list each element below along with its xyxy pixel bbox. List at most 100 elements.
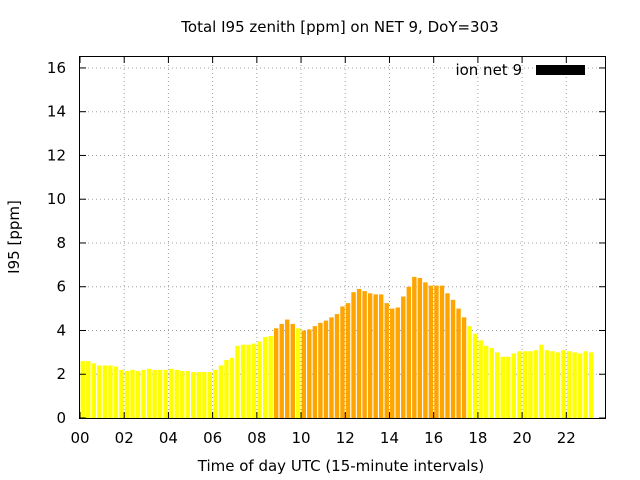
x-tick-label: 04: [159, 429, 178, 447]
y-tick-label: 10: [47, 190, 66, 208]
bar: [439, 285, 445, 418]
bar: [588, 352, 594, 418]
bar: [566, 351, 572, 418]
bar: [340, 306, 345, 418]
bar: [168, 368, 174, 418]
x-axis-label: Time of day UTC (15-minute intervals): [197, 457, 484, 475]
bar: [384, 303, 389, 418]
bar: [577, 353, 583, 418]
x-tick-label: 16: [424, 429, 443, 447]
bar: [246, 344, 251, 418]
bar: [495, 352, 500, 418]
bar: [434, 285, 439, 418]
bar: [191, 372, 196, 418]
bar: [273, 328, 279, 418]
bar: [285, 319, 290, 418]
x-tick-label: 18: [468, 429, 487, 447]
bar: [539, 344, 544, 418]
bar: [345, 303, 351, 418]
bar: [202, 372, 207, 418]
bar: [185, 370, 190, 418]
legend-label: ion net 9: [455, 61, 522, 79]
bar: [417, 277, 423, 418]
bar: [583, 351, 588, 418]
bar: [218, 365, 224, 418]
bar: [130, 369, 135, 418]
bar: [472, 333, 478, 418]
y-tick-label: 12: [47, 146, 66, 164]
bar: [224, 360, 229, 418]
bar: [102, 365, 108, 418]
bar: [91, 363, 97, 418]
x-tick-label: 06: [203, 429, 222, 447]
bar: [307, 329, 312, 418]
bar: [428, 285, 434, 418]
bar: [196, 372, 202, 418]
bar: [329, 317, 334, 418]
bar: [152, 369, 157, 418]
bar: [373, 294, 378, 418]
bar: [257, 341, 262, 418]
bar: [412, 276, 417, 418]
bar: [119, 369, 124, 418]
bar: [544, 350, 550, 418]
bar: [323, 320, 329, 418]
bar: [572, 352, 577, 418]
bar: [213, 369, 218, 418]
bar: [318, 322, 323, 418]
bar: [97, 365, 102, 418]
bar: [312, 326, 318, 418]
bar: [146, 368, 152, 418]
bar: [108, 365, 113, 418]
y-tick-label: 14: [47, 103, 66, 121]
bar: [456, 308, 461, 418]
bar: [141, 369, 146, 418]
bar: [378, 294, 384, 418]
chart-title: Total I95 zenith [ppm] on NET 9, DoY=303: [180, 18, 498, 36]
bar: [555, 352, 561, 418]
bar: [262, 337, 268, 418]
bar: [423, 282, 428, 418]
bar: [533, 350, 539, 418]
bar: [506, 356, 511, 418]
bar: [296, 328, 301, 418]
bar: [550, 351, 555, 418]
x-tick-label: 02: [115, 429, 134, 447]
y-tick-label: 8: [56, 234, 66, 252]
legend: ion net 9: [455, 61, 585, 79]
bar: [135, 370, 141, 418]
bar: [301, 330, 307, 418]
bar: [207, 372, 213, 418]
x-tick-label: 12: [336, 429, 355, 447]
bar: [522, 351, 528, 418]
y-tick-label: 6: [56, 278, 66, 296]
x-tick-label: 00: [70, 429, 89, 447]
x-tick-label: 08: [247, 429, 266, 447]
bar: [561, 350, 566, 418]
bar: [268, 335, 273, 418]
y-tick-label: 2: [56, 365, 66, 383]
y-tick-label: 0: [56, 409, 66, 427]
bar: [401, 296, 406, 418]
legend-swatch: [536, 65, 585, 75]
bar: [467, 326, 472, 418]
bar: [445, 293, 450, 418]
y-tick-label: 16: [47, 59, 66, 77]
bar: [362, 291, 367, 418]
bar: [483, 345, 489, 418]
bar: [500, 356, 505, 418]
bar: [351, 292, 356, 418]
bar: [478, 340, 483, 418]
y-axis-label: I95 [ppm]: [5, 200, 23, 274]
x-tick-label: 14: [380, 429, 399, 447]
bar: [157, 369, 163, 418]
bar: [180, 370, 185, 418]
bar: [489, 347, 494, 418]
bar: [356, 288, 362, 418]
plot-frame: [79, 56, 606, 419]
bar: [163, 369, 168, 418]
bar: [113, 366, 119, 418]
bar: [367, 293, 373, 418]
bar: [80, 361, 85, 418]
